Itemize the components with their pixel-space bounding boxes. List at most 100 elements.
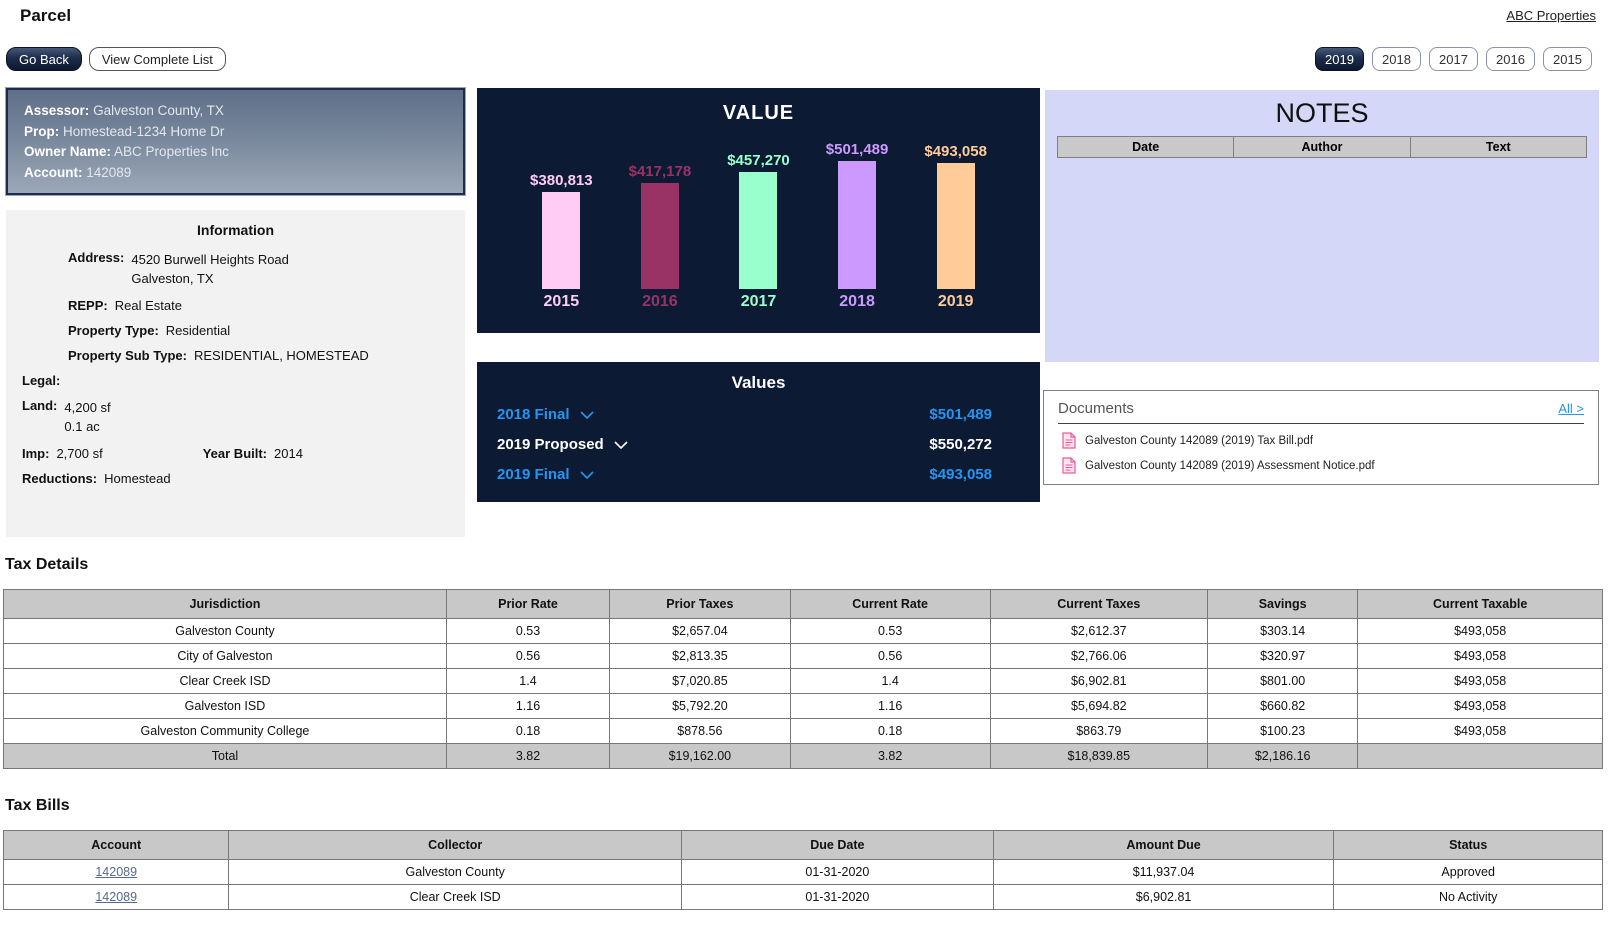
values-row-2018-final: 2018 Final $501,489 — [477, 406, 1040, 423]
tax-details-cell: $303.14 — [1207, 618, 1359, 644]
year-button-2015[interactable]: 2015 — [1543, 47, 1592, 71]
information-title: Information — [197, 222, 274, 238]
tax-details-cell: 0.56 — [789, 643, 991, 669]
tax-details-table: Jurisdiction Prior Rate Prior Taxes Current… — [3, 589, 1603, 769]
tax-details-row: Galveston ISD 1.16 $5,792.20 1.16 $5,694.82 $… — [3, 693, 1603, 719]
notes-panel: NOTES Date Author Text — [1045, 90, 1599, 362]
tax-details-cell: Galveston ISD — [3, 693, 447, 719]
chart-bar-2016: $417,178 2016 — [629, 163, 692, 311]
tax-details-row: Total 3.82 $19,162.00 3.82 $18,839.85 $2,186.… — [3, 743, 1603, 769]
tax-details-cell: 3.82 — [789, 743, 991, 769]
tax-details-cell: City of Galveston — [3, 643, 447, 669]
document-item-0[interactable]: Galveston County 142089 (2019) Tax Bill.… — [1062, 432, 1584, 449]
chart-bar-value-label: $380,813 — [530, 172, 593, 189]
tax-bills-heading: Tax Bills — [5, 797, 70, 814]
tax-details-cell — [1357, 743, 1603, 769]
tax-bills-row: 142089 Clear Creek ISD 01-31-2020 $6,902.81… — [2, 884, 1603, 910]
chart-bar-value-label: $501,489 — [825, 141, 889, 158]
document-name: Galveston County 142089 (2019) Tax Bill.… — [1085, 434, 1314, 447]
address-field: Address: 4520 Burwell Heights Road Galve… — [68, 250, 289, 286]
tax-details-cell: 0.56 — [445, 643, 611, 669]
chart-bar-rect — [640, 183, 679, 289]
values-row-amount: $493,058 — [929, 466, 992, 483]
tax-details-cell: 0.18 — [789, 718, 991, 744]
information-panel: Information Address: 4520 Burwell Height… — [6, 210, 465, 537]
assessor-summary-box: Assessor: Galveston County, TX Prop: Hom… — [5, 87, 466, 196]
notes-column-author: Author — [1234, 137, 1411, 157]
tax-details-cell: $2,612.37 — [989, 618, 1209, 644]
tax-bills-body: 142089 Galveston County 01-31-2020 $11,937.… — [2, 859, 1603, 910]
tax-details-cell: $493,058 — [1357, 718, 1603, 744]
chart-bar-rect — [739, 172, 778, 289]
tax-bills-cell: 01-31-2020 — [680, 859, 994, 885]
documents-list: Galveston County 142089 (2019) Tax Bill.… — [1058, 432, 1584, 474]
land-field: Land: 4,200 sf 0.1 ac — [22, 398, 111, 434]
values-panel-title: Values — [731, 373, 786, 392]
value-chart-panel: VALUE $380,813 2015 $417,178 2016 $457,270 20… — [477, 88, 1040, 333]
chart-x-tick-label: 2019 — [937, 293, 974, 310]
chart-bar-2015: $380,813 2015 — [530, 172, 593, 311]
documents-panel: Documents All > Galveston County 142089 … — [1043, 390, 1599, 485]
tax-bills-cell: Galveston County — [228, 859, 682, 885]
repp-field: REPP: Real Estate — [68, 298, 182, 313]
value-chart-title: VALUE — [722, 102, 795, 124]
values-row-amount: $550,272 — [929, 436, 992, 453]
tax-details-cell: $100.23 — [1207, 718, 1359, 744]
tax-details-cell: $493,058 — [1357, 643, 1603, 669]
tax-details-cell: $801.00 — [1207, 668, 1359, 694]
year-buttons: 2019 2018 2017 2016 2015 — [1315, 47, 1592, 71]
tax-bills-cell: 142089 — [2, 884, 230, 910]
tax-details-cell: $493,058 — [1357, 618, 1603, 644]
chart-bar-rect — [936, 163, 975, 289]
go-back-button[interactable]: Go Back — [6, 47, 82, 71]
tax-details-cell: $5,792.20 — [609, 693, 791, 719]
year-button-2017[interactable]: 2017 — [1429, 47, 1478, 71]
tax-details-cell: Galveston Community College — [3, 718, 447, 744]
notes-column-text: Text — [1410, 137, 1586, 157]
pdf-icon — [1062, 457, 1076, 474]
tax-details-row: Galveston Community College 0.18 $878.56 0.… — [3, 718, 1603, 744]
values-row-2019-proposed: 2019 Proposed $550,272 — [477, 436, 1040, 453]
tax-bills-header-account: Account — [2, 830, 230, 860]
tax-bills-header-amount-due: Amount Due — [992, 830, 1335, 860]
tax-bills-cell: 142089 — [2, 859, 230, 885]
document-name: Galveston County 142089 (2019) Assessmen… — [1085, 459, 1375, 472]
tax-details-cell: $878.56 — [609, 718, 791, 744]
year-button-2018[interactable]: 2018 — [1372, 47, 1421, 71]
tax-details-cell: $19,162.00 — [609, 743, 791, 769]
tax-details-cell: 3.82 — [445, 743, 611, 769]
year-button-2016[interactable]: 2016 — [1486, 47, 1535, 71]
abc-properties-link[interactable]: ABC Properties — [1506, 8, 1596, 23]
tax-details-cell: 1.16 — [445, 693, 611, 719]
values-row-2019-final: 2019 Final $493,058 — [477, 466, 1040, 483]
notes-header: Date Author Text — [1057, 136, 1587, 158]
chart-bar-rect — [542, 192, 581, 289]
view-complete-list-button[interactable]: View Complete List — [88, 47, 226, 71]
tax-details-row: Galveston County 0.53 $2,657.04 0.53 $2,612.… — [3, 618, 1603, 644]
tax-details-header-row: Jurisdiction Prior Rate Prior Taxes Current… — [3, 589, 1603, 619]
tax-details-header-current-rate: Current Rate — [789, 589, 991, 619]
documents-all-link[interactable]: All > — [1558, 401, 1584, 416]
tax-details-header-savings: Savings — [1207, 589, 1359, 619]
tax-bills-cell: No Activity — [1333, 884, 1603, 910]
imp-year-built-row: Imp: 2,700 sf Year Built: 2014 — [22, 446, 303, 461]
year-button-2019[interactable]: 2019 — [1315, 47, 1364, 71]
tax-bills-cell: 01-31-2020 — [680, 884, 994, 910]
document-item-1[interactable]: Galveston County 142089 (2019) Assessmen… — [1062, 457, 1584, 474]
account-link[interactable]: 142089 — [95, 865, 138, 879]
tax-details-cell: $18,839.85 — [989, 743, 1209, 769]
values-row-label[interactable]: 2019 Proposed — [497, 436, 628, 453]
account-field: Account: 142089 — [24, 164, 132, 180]
values-row-label[interactable]: 2018 Final — [497, 406, 594, 423]
tax-details-cell: 0.53 — [789, 618, 991, 644]
chart-bar-rect — [838, 161, 877, 289]
chevron-down-icon — [579, 410, 594, 419]
tax-details-body: Galveston County 0.53 $2,657.04 0.53 $2,612.… — [3, 618, 1603, 769]
tax-details-header-current-taxes: Current Taxes — [989, 589, 1209, 619]
tax-bills-header-row: Account Collector Due Date Amount Due Status — [2, 830, 1603, 860]
values-row-label[interactable]: 2019 Final — [497, 466, 594, 483]
account-link[interactable]: 142089 — [95, 890, 138, 904]
tax-details-cell: Total — [3, 743, 447, 769]
tax-details-header-jurisdiction: Jurisdiction — [3, 589, 447, 619]
